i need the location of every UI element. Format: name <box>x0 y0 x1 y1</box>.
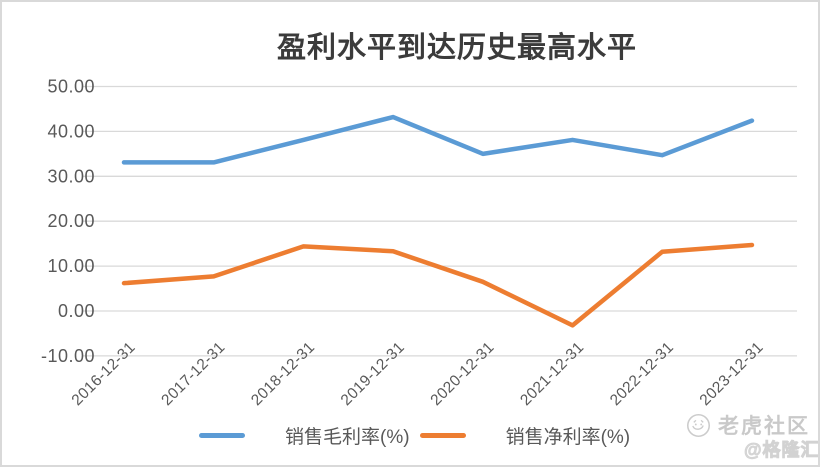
y-axis-label: 0.00 <box>58 301 95 321</box>
series-line-1 <box>121 242 755 328</box>
x-axis-label: 2017-12-31 <box>158 339 228 409</box>
legend-swatch-gross-margin <box>199 433 245 438</box>
watermark-stamp: @格隆汇 <box>744 440 820 461</box>
legend-item-net-margin[interactable]: 销售净利率(%) <box>419 422 631 449</box>
x-axis-label: 2021-12-31 <box>517 339 587 409</box>
chart-title: 盈利水平到达历史最高水平 <box>276 32 637 64</box>
legend-label-gross-margin: 销售毛利率(%) <box>285 427 410 448</box>
y-axis-label: 10.00 <box>47 256 95 276</box>
x-axis-label: 2018-12-31 <box>248 339 318 409</box>
y-axis-label: 20.00 <box>47 211 95 231</box>
y-axis-label: 50.00 <box>47 77 95 97</box>
legend-label-net-margin: 销售净利率(%) <box>505 427 631 448</box>
legend: 销售毛利率(%) 销售净利率(%) <box>199 422 630 449</box>
series-line-0 <box>121 114 755 165</box>
x-axis-label: 2023-12-31 <box>697 339 767 409</box>
watermark: 老虎社区 <box>686 410 810 440</box>
x-axis-label: 2019-12-31 <box>338 339 408 409</box>
y-axis-label: -10.00 <box>41 346 95 366</box>
x-axis-label: 2020-12-31 <box>427 339 497 409</box>
legend-swatch-net-margin <box>419 433 466 438</box>
y-axis-label: 30.00 <box>47 166 95 186</box>
x-axis-label: 2022-12-31 <box>607 339 677 409</box>
y-axis-label: 40.00 <box>47 121 95 141</box>
tiger-icon <box>686 413 711 437</box>
watermark-community-label: 老虎社区 <box>718 415 810 438</box>
legend-item-gross-margin[interactable]: 销售毛利率(%) <box>199 422 410 449</box>
